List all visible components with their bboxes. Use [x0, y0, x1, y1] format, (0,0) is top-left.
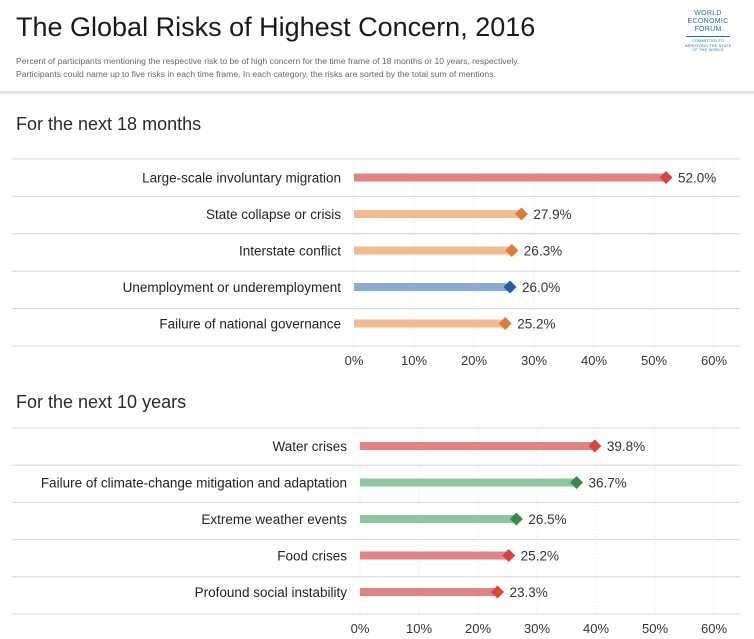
data-label: 36.7% [589, 476, 627, 491]
logo-rule [686, 36, 730, 37]
logo-line-1: WORLD [694, 10, 722, 17]
logo-line-3: FORUM [694, 26, 722, 33]
subtitle-line-1: Percent of participants mentioning the r… [16, 56, 520, 66]
category-label: Unemployment or underemployment [123, 280, 342, 295]
value-marker [659, 171, 673, 184]
category-label: Large-scale involuntary migration [142, 171, 341, 186]
data-label: 23.3% [509, 585, 547, 600]
logo-line-2: ECONOMIC [687, 18, 729, 25]
bar [354, 319, 506, 328]
x-tick-label: 20% [465, 621, 491, 636]
data-label: 26.5% [528, 512, 566, 527]
x-tick-label: 60% [701, 353, 727, 368]
data-label: 26.3% [524, 244, 562, 259]
x-tick-label: 0% [351, 621, 370, 636]
chart-subtitle: Percent of participants mentioning the r… [16, 55, 636, 81]
bar [360, 588, 498, 596]
bar [360, 442, 595, 450]
header-divider [0, 91, 754, 94]
value-marker [570, 476, 584, 489]
bar [360, 551, 509, 560]
bar [354, 283, 510, 291]
category-label: Food crises [277, 549, 347, 564]
x-tick-label: 0% [345, 353, 364, 368]
chart-title: The Global Risks of Highest Concern, 201… [16, 12, 536, 42]
bar [354, 173, 666, 182]
category-label: Failure of national governance [159, 317, 341, 332]
value-marker [490, 585, 504, 599]
section-heading-10-years: For the next 10 years [16, 392, 187, 412]
x-tick-label: 50% [642, 621, 668, 636]
data-label: 25.2% [517, 317, 555, 332]
logo-tagline-1: COMMITTED TO [692, 39, 724, 43]
subtitle-line-2: Participants could name up to five risks… [16, 69, 496, 79]
category-label: Profound social instability [195, 585, 348, 600]
x-tick-label: 40% [583, 621, 609, 636]
x-tick-label: 60% [701, 621, 727, 636]
category-label: Interstate conflict [239, 244, 341, 259]
x-tick-label: 30% [524, 621, 550, 636]
data-label: 52.0% [678, 171, 716, 186]
value-marker [509, 512, 523, 526]
value-marker [502, 549, 516, 562]
x-tick-label: 10% [406, 621, 432, 636]
value-marker [505, 244, 519, 257]
bar [354, 210, 522, 218]
value-marker [498, 317, 512, 330]
x-tick-label: 10% [401, 353, 427, 368]
category-label: Failure of climate-change mitigation and… [41, 476, 347, 491]
logo-tagline-2: IMPROVING THE STATE [684, 43, 732, 48]
wef-logo: WORLD ECONOMIC FORUM COMMITTED TO IMPROV… [672, 10, 744, 53]
category-label: Water crises [272, 439, 347, 454]
data-label: 27.9% [533, 207, 571, 222]
x-tick-label: 50% [641, 353, 667, 368]
value-marker [514, 207, 528, 221]
category-label: State collapse or crisis [206, 207, 341, 222]
section-heading-18-months: For the next 18 months [16, 114, 202, 134]
x-tick-label: 20% [461, 353, 487, 368]
data-label: 25.2% [521, 549, 559, 564]
data-label: 39.8% [607, 439, 645, 454]
value-marker [588, 439, 602, 453]
bar [360, 478, 577, 487]
data-label: 26.0% [522, 280, 560, 295]
bar [354, 246, 512, 255]
logo-tagline-3: OF THE WORLD [692, 48, 724, 52]
category-label: Extreme weather events [201, 512, 347, 527]
value-marker [503, 280, 517, 294]
x-tick-label: 30% [521, 353, 547, 368]
bar [360, 515, 517, 523]
x-tick-label: 40% [581, 353, 607, 368]
